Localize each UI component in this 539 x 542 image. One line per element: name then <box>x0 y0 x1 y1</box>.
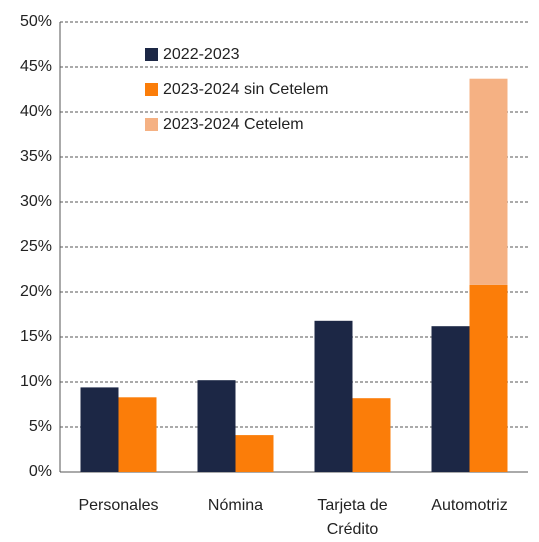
y-tick-label: 5% <box>29 418 52 435</box>
y-tick-label: 0% <box>29 463 52 480</box>
bar <box>431 326 470 472</box>
y-tick-label: 35% <box>20 148 52 165</box>
bar <box>352 398 391 472</box>
y-tick-label: 15% <box>20 328 52 345</box>
legend-swatch <box>145 83 158 96</box>
bar <box>197 380 236 472</box>
bar <box>314 320 353 472</box>
legend-label: 2023-2024 sin Cetelem <box>163 81 328 98</box>
y-tick-label: 20% <box>20 283 52 300</box>
y-tick-label: 25% <box>20 238 52 255</box>
bar <box>469 284 508 472</box>
y-tick-label: 10% <box>20 373 52 390</box>
legend-label: 2022-2023 <box>163 46 240 63</box>
legend-swatch <box>145 48 158 61</box>
x-tick-label: Automotriz <box>431 497 507 514</box>
x-tick-label: Tarjeta de Crédito <box>317 497 387 538</box>
legend-swatch <box>145 118 158 131</box>
x-tick-label: Nómina <box>208 497 263 514</box>
y-tick-label: 50% <box>20 13 52 30</box>
legend-label: 2023-2024 Cetelem <box>163 116 304 133</box>
bar <box>118 397 157 472</box>
y-tick-label: 30% <box>20 193 52 210</box>
y-tick-label: 40% <box>20 103 52 120</box>
y-tick-label: 45% <box>20 58 52 75</box>
bar <box>80 387 119 472</box>
bar <box>235 435 274 472</box>
x-tick-label: Personales <box>78 497 158 514</box>
bar <box>469 78 508 285</box>
